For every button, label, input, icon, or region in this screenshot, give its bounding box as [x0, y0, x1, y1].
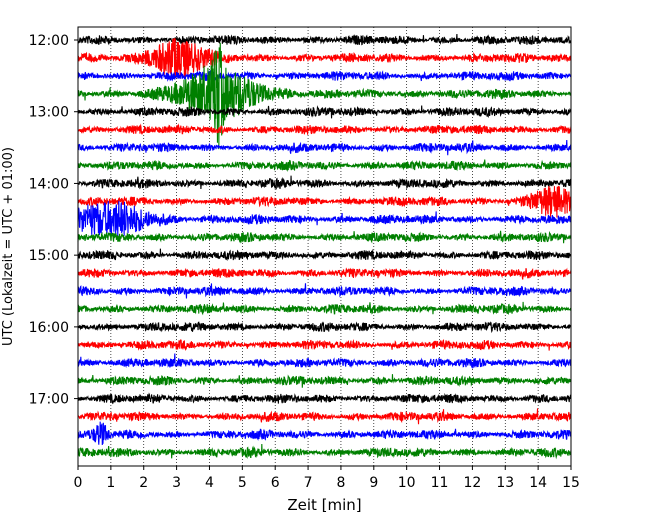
seismic-trace — [77, 248, 572, 262]
y-tick-label: 17:00 — [29, 392, 69, 408]
seismic-trace — [77, 185, 572, 218]
x-tick-label: 15 — [562, 475, 580, 491]
seismic-trace — [77, 353, 572, 370]
seismic-trace — [77, 408, 572, 425]
seismic-trace — [77, 374, 572, 388]
seismic-trace — [77, 105, 572, 119]
seismic-traces — [77, 34, 572, 460]
x-tick-label: 6 — [271, 475, 280, 491]
x-tick-label: 8 — [336, 475, 345, 491]
x-tick-label: 0 — [74, 475, 83, 491]
x-tick-label: 11 — [431, 475, 449, 491]
plot-frame — [77, 26, 572, 467]
seismic-trace — [77, 230, 572, 244]
seismic-trace — [77, 321, 572, 334]
x-axis-label: Zeit [min] — [287, 496, 361, 514]
x-tick-label: 9 — [369, 475, 378, 491]
x-tick-label: 14 — [529, 475, 547, 491]
seismic-trace — [77, 123, 572, 135]
y-axis-label: UTC (Lokalzeit = UTC + 01:00) — [1, 147, 16, 346]
seismic-trace — [77, 301, 572, 316]
x-tick-label: 1 — [106, 475, 115, 491]
seismic-trace — [77, 38, 572, 78]
x-tick-label: 7 — [304, 475, 313, 491]
seismic-trace — [77, 175, 572, 191]
seismic-trace — [77, 421, 572, 445]
seismic-trace — [77, 34, 572, 46]
seismic-trace — [77, 392, 572, 405]
y-tick-label: 16:00 — [29, 320, 69, 336]
y-tick-label: 15:00 — [29, 248, 69, 264]
seismic-trace — [77, 338, 572, 352]
seismic-trace — [77, 443, 572, 460]
x-tick-label: 5 — [238, 475, 247, 491]
x-tick-label: 4 — [205, 475, 214, 491]
x-tick-label: 3 — [172, 475, 181, 491]
x-tick-label: 10 — [398, 475, 416, 491]
y-tick-label: 12:00 — [29, 33, 69, 49]
x-tick-label: 12 — [463, 475, 481, 491]
vertical-gridlines — [110, 27, 539, 466]
seismic-trace — [77, 200, 572, 238]
seismic-trace — [77, 70, 572, 82]
y-tick-label: 13:00 — [29, 105, 69, 121]
y-axis-ticks: 12:00 13:00 14:00 15:00 16:00 17:00 — [29, 33, 78, 408]
x-axis-ticks: 0 1 2 3 4 5 6 7 8 9 10 11 12 13 14 15 — [74, 466, 580, 491]
seismic-trace — [77, 159, 572, 172]
seismic-trace — [77, 267, 572, 280]
x-tick-label: 2 — [139, 475, 148, 491]
x-tick-label: 13 — [496, 475, 514, 491]
seismic-trace — [77, 139, 572, 156]
y-tick-label: 14:00 — [29, 176, 69, 192]
seismic-trace — [77, 42, 572, 150]
seismic-trace — [77, 283, 572, 299]
